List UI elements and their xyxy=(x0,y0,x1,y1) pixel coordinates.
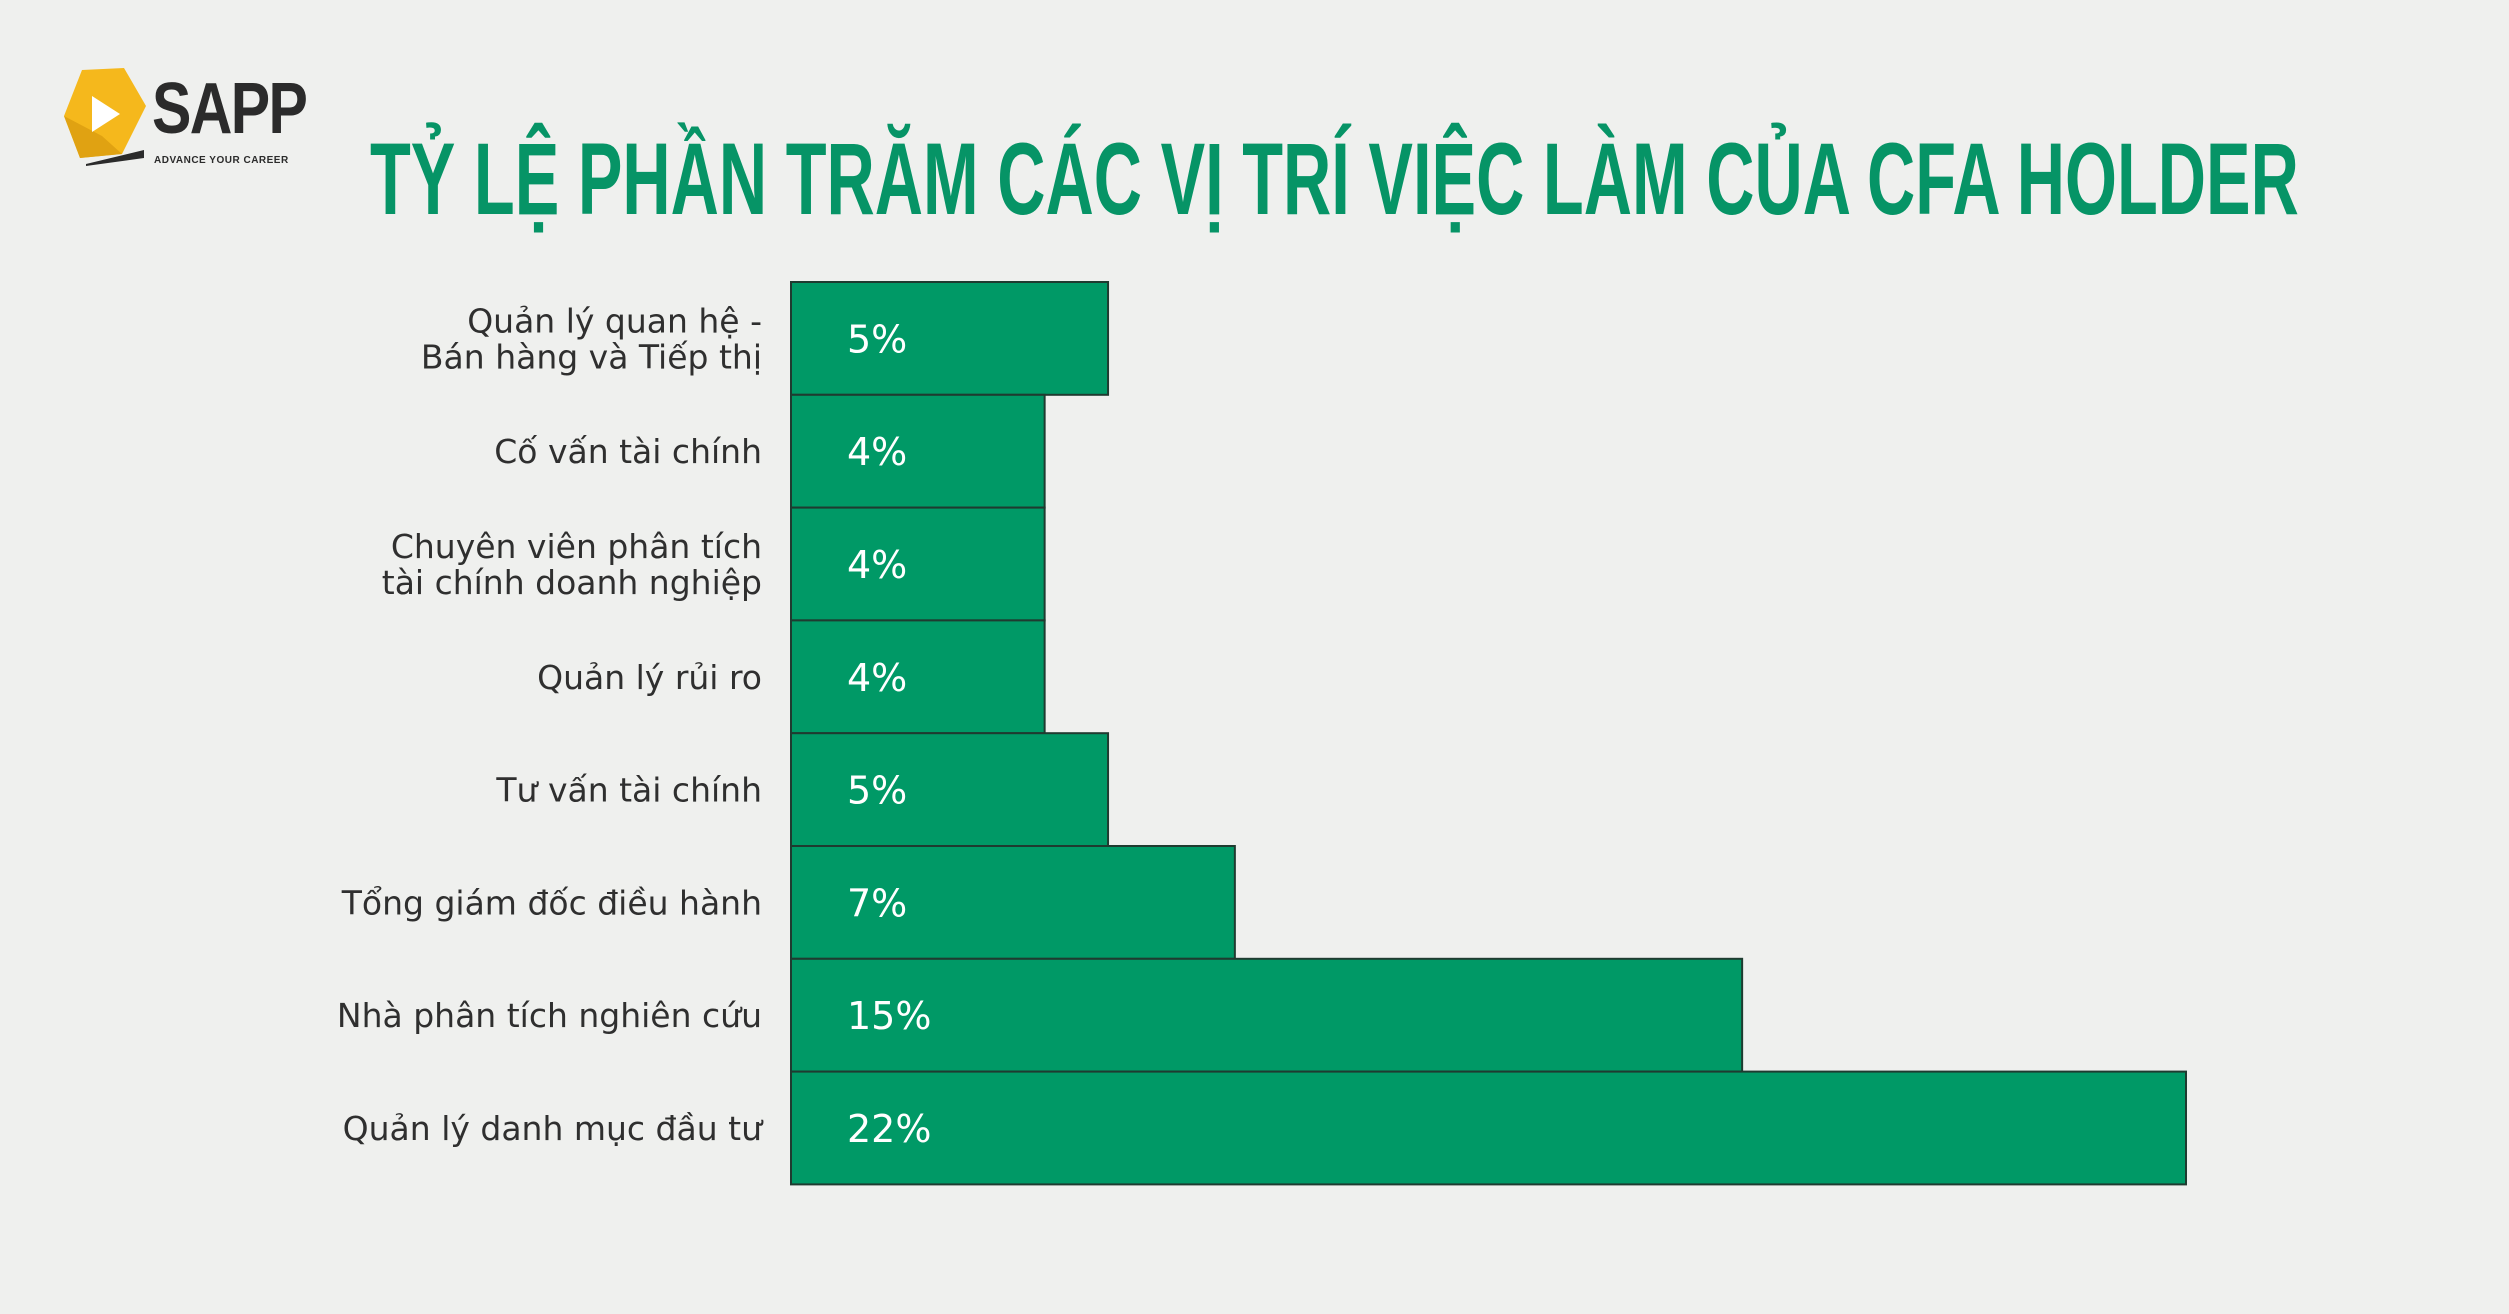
bar-6 xyxy=(790,845,1236,960)
bar-8 xyxy=(790,1070,2187,1186)
category-label-1: Quản lý quan hệ -Bán hàng và Tiếp thị xyxy=(421,301,762,376)
sapp-logo: SAPP ADVANCE YOUR CAREER xyxy=(62,66,308,176)
value-label-8: 22% xyxy=(847,1107,931,1151)
bar-3 xyxy=(790,506,1046,622)
logo-tagline: ADVANCE YOUR CAREER xyxy=(154,155,289,166)
category-label-4: Quản lý rủi ro xyxy=(537,658,762,697)
category-label-6: Tổng giám đốc điều hành xyxy=(341,883,762,922)
bar-4 xyxy=(790,619,1046,735)
value-label-5: 5% xyxy=(847,769,907,813)
category-label-2: Cố vấn tài chính xyxy=(494,432,762,471)
category-label-3: Chuyên viên phân tích tài chính doanh ngh… xyxy=(382,527,762,602)
bar-2 xyxy=(790,393,1046,509)
value-label-4: 4% xyxy=(847,656,907,700)
category-label-8: Quản lý danh mục đầu tư xyxy=(343,1109,764,1148)
bar-7 xyxy=(790,957,1744,1073)
value-label-2: 4% xyxy=(847,430,907,474)
sapp-logo-mark-icon xyxy=(64,68,146,166)
chart-title: TỶ LỆ PHẦN TRĂM CÁC VỊ TRÍ VIỆC LÀM CỦA … xyxy=(370,122,2299,236)
category-label-7: Nhà phân tích nghiên cứu xyxy=(337,996,762,1035)
value-label-3: 4% xyxy=(847,543,907,587)
category-label-5: Tư vấn tài chính xyxy=(495,771,762,810)
value-label-6: 7% xyxy=(847,881,907,925)
bar-1 xyxy=(790,281,1110,396)
bar-5 xyxy=(790,732,1110,848)
logo-name: SAPP xyxy=(152,69,308,149)
value-label-7: 15% xyxy=(847,994,931,1038)
value-label-1: 5% xyxy=(847,317,907,361)
